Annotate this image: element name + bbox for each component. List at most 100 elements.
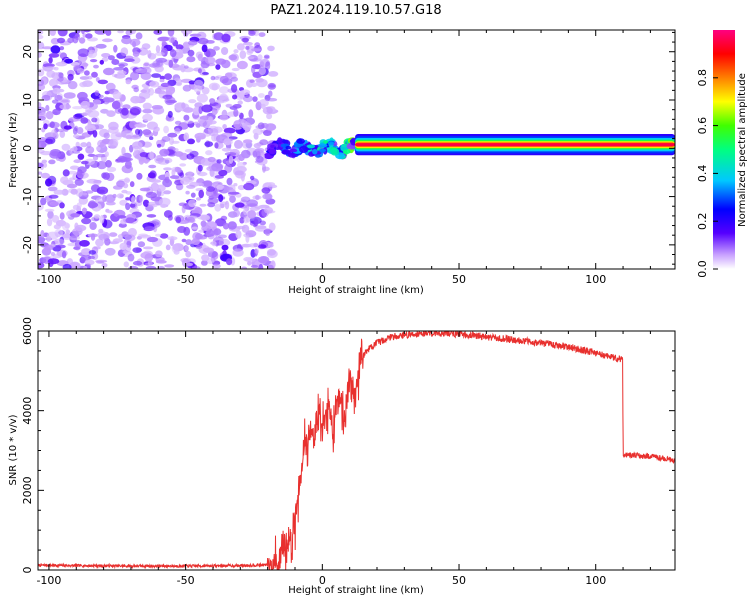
spectrogram-noise-blob xyxy=(40,230,45,239)
spectrogram-noise-blob xyxy=(113,67,125,71)
spectrogram-noise-blob xyxy=(213,32,224,41)
spectrogram-noise-blob xyxy=(134,123,147,128)
spectrogram-noise-blob xyxy=(249,206,260,211)
spectrogram-noise-blob xyxy=(206,166,217,172)
spectrogram-noise-blob xyxy=(144,253,154,262)
spectrogram-noise-blob xyxy=(185,250,192,258)
spectrogram-noise-blob xyxy=(59,202,65,209)
spectrogram-noise-blob xyxy=(83,30,91,33)
spectrogram-noise-blob xyxy=(61,143,71,151)
spectrogram-noise-blob xyxy=(61,188,69,196)
spectrogram-noise-blob xyxy=(247,56,255,60)
spectrogram-noise-blob xyxy=(258,244,267,249)
spectrogram-noise-blob xyxy=(69,165,80,170)
spectrogram-noise-blob xyxy=(40,151,53,156)
spectrogram-noise-blob xyxy=(268,222,276,232)
spectrogram-noise-blob xyxy=(131,108,138,113)
spectrogram-noise-blob xyxy=(48,57,53,64)
spectrogram-noise-blob xyxy=(67,170,78,175)
spectrogram-noise-blob xyxy=(61,221,70,231)
spectrogram-noise-blob xyxy=(85,33,93,39)
spectrogram-noise-blob xyxy=(38,236,46,244)
spectrogram-noise-blob xyxy=(184,149,193,153)
spectrogram-noise-blob xyxy=(139,195,144,203)
spectrogram-noise-blob xyxy=(216,159,222,164)
spectrogram-noise-blob xyxy=(164,73,173,80)
spectrogram-noise-blob xyxy=(241,224,250,233)
spectrogram-noise-blob xyxy=(181,258,190,268)
spectrogram-noise-blob xyxy=(77,153,85,160)
spectrogram-noise-blob xyxy=(145,191,158,199)
spectrogram-noise-blob xyxy=(213,46,220,51)
spectrogram-noise-blob xyxy=(254,248,259,254)
spectrogram-noise-blob xyxy=(59,104,72,110)
spectrogram-noise-blob xyxy=(45,178,53,187)
spectrogram-noise-blob xyxy=(250,264,259,268)
spectrogram-noise-blob xyxy=(122,182,129,189)
spectrogram-noise-blob xyxy=(103,97,115,103)
spectrogram-noise-blob xyxy=(84,259,95,266)
spectrogram-noise-blob xyxy=(147,201,157,206)
spectrogram-noise-blob xyxy=(142,129,152,136)
spectrogram-noise-blob xyxy=(43,123,48,130)
spectrogram-noise-blob xyxy=(85,190,94,194)
spectrogram-xlabel: Height of straight line (km) xyxy=(288,285,424,296)
spectrogram-noise-blob xyxy=(181,204,186,214)
spectrogram-transition-blob xyxy=(270,144,275,148)
spectrogram-noise-blob xyxy=(38,162,44,168)
spectrogram-noise-blob xyxy=(161,40,167,46)
spectrogram-noise-blob xyxy=(53,238,65,245)
spectrogram-noise-blob xyxy=(108,121,119,131)
spectrogram-noise-blob xyxy=(156,143,162,148)
spectrogram-noise-blob xyxy=(163,190,172,195)
spectrogram-noise-blob xyxy=(61,250,67,259)
spectrogram-noise-blob xyxy=(61,99,69,103)
spectrogram-noise-blob xyxy=(112,185,123,190)
spectrogram-noise-blob xyxy=(237,162,246,169)
spectrogram-noise-blob xyxy=(251,64,256,74)
spectrogram-noise-blob xyxy=(175,107,183,112)
x-tick-label: 100 xyxy=(585,574,606,587)
colorbar-tick-label: 0.4 xyxy=(696,165,709,183)
figure-title: PAZ1.2024.119.10.57.G18 xyxy=(270,3,441,18)
snr-axes: -100 -50 0 50 100 0 2000 4000 6000 xyxy=(21,317,675,587)
y-tick-label: 2000 xyxy=(21,476,34,504)
spectrogram-noise-blob xyxy=(243,182,255,191)
spectrogram-noise-blob xyxy=(154,90,167,95)
spectrogram-noise-blob xyxy=(165,244,171,251)
spectrogram-noise-blob xyxy=(138,129,143,137)
spectrogram-noise-blob xyxy=(194,182,204,186)
spectrogram-noise-blob xyxy=(247,261,252,266)
spectrogram-noise-blob xyxy=(191,238,200,246)
spectrogram-noise-blob xyxy=(101,263,108,268)
spectrogram-noise-blob xyxy=(146,214,157,218)
spectrogram-noise-blob xyxy=(151,73,162,78)
spectrogram-noise-blob xyxy=(91,71,98,78)
spectrogram-noise-blob xyxy=(56,244,66,249)
spectrogram-noise-blob xyxy=(195,51,203,59)
spectrogram-noise-blob xyxy=(145,265,157,269)
x-tick-label: 50 xyxy=(452,273,466,286)
spectrogram-noise-blob xyxy=(42,162,48,168)
spectrogram-noise-blob xyxy=(180,177,191,185)
spectrogram-noise-blob xyxy=(106,110,116,117)
spectrogram-noise-blob xyxy=(150,179,162,183)
spectrogram-noise-blob xyxy=(59,46,65,51)
spectrogram-noise-blob xyxy=(80,254,92,261)
spectrogram-noise-blob xyxy=(77,48,90,57)
spectrogram-noise-blob xyxy=(45,104,50,112)
spectrogram-noise-blob xyxy=(125,134,133,140)
spectrogram-noise-blob xyxy=(195,123,201,128)
spectrogram-noise-blob xyxy=(38,41,45,50)
spectrogram-noise-blob xyxy=(125,79,132,85)
spectrogram-noise-blob xyxy=(149,151,154,160)
spectrogram-noise-blob xyxy=(48,159,56,165)
spectrogram-noise-blob xyxy=(240,196,251,203)
spectrogram-noise-blob xyxy=(147,53,157,60)
spectrogram-noise-blob xyxy=(170,37,175,44)
spectrogram-noise-blob xyxy=(172,148,179,152)
spectrogram-transition-blob xyxy=(289,148,298,153)
spectrogram-noise-blob xyxy=(184,120,194,124)
spectrogram-noise-blob xyxy=(200,214,210,221)
spectrogram-noise-blob xyxy=(98,94,104,98)
